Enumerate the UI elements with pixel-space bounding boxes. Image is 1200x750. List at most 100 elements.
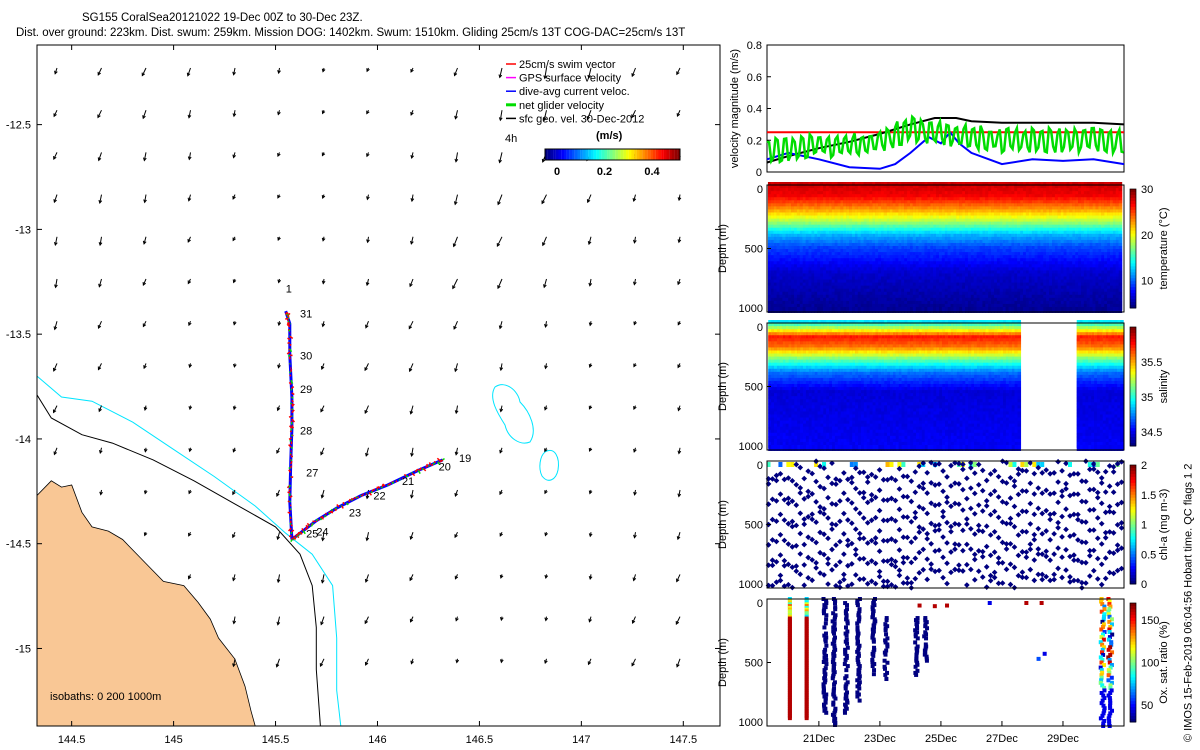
geostrophic-arrow xyxy=(54,236,58,246)
profile-point xyxy=(767,230,772,237)
profile-point xyxy=(788,258,792,265)
colorbar-cell xyxy=(553,149,556,160)
geostrophic-arrow-head xyxy=(321,194,326,199)
profile-point xyxy=(799,285,804,292)
profile-point xyxy=(779,294,784,301)
geostrophic-arrow-head xyxy=(499,449,503,454)
geostrophic-arrow xyxy=(53,152,58,160)
geostrophic-arrow-head xyxy=(53,326,58,331)
profile-point xyxy=(802,194,807,201)
profile-point xyxy=(779,215,784,222)
profile-point xyxy=(776,261,781,268)
profile-point xyxy=(785,288,789,295)
net-velocity-vector xyxy=(437,461,441,465)
colorbar-cell xyxy=(661,149,664,160)
profile-point xyxy=(805,261,810,268)
profile-point xyxy=(802,227,807,234)
swim-vector xyxy=(288,469,292,473)
profile-point xyxy=(796,264,801,271)
profile-point xyxy=(805,291,810,298)
geostrophic-arrow-head xyxy=(142,157,147,162)
profile-point xyxy=(802,206,807,213)
profile-point xyxy=(796,233,801,240)
geostrophic-arrow xyxy=(631,67,636,77)
profile-point xyxy=(788,233,792,240)
profile-point xyxy=(785,279,789,286)
geostrophic-arrow xyxy=(409,574,414,581)
map-y-tick-label: -12.5 xyxy=(6,120,31,132)
geostrophic-arrow-head xyxy=(320,621,324,626)
profile-point xyxy=(794,252,798,259)
geostrophic-arrow xyxy=(411,194,414,202)
geostrophic-arrow-head xyxy=(631,114,635,119)
profile-point xyxy=(776,294,781,301)
profile-point xyxy=(796,297,801,304)
profile-point xyxy=(785,203,789,210)
geostrophic-arrow-head xyxy=(499,617,504,622)
profile-point xyxy=(782,200,786,207)
geostrophic-arrow-head xyxy=(408,368,413,373)
net-velocity-vector xyxy=(432,462,436,465)
swim-vector xyxy=(290,386,295,390)
profile-point xyxy=(779,261,784,268)
colorbar-cell xyxy=(547,149,551,160)
profile-point xyxy=(796,200,801,207)
profile-point xyxy=(776,306,781,313)
profile-point xyxy=(776,255,781,262)
profile-point xyxy=(779,297,784,304)
profile-point xyxy=(796,252,801,259)
profile-point xyxy=(802,191,807,198)
profile-point xyxy=(773,191,778,198)
geostrophic-arrow-head xyxy=(452,243,457,248)
geostrophic-arrow-head xyxy=(544,574,549,579)
profile-point xyxy=(791,236,795,243)
profile-point xyxy=(791,233,795,240)
profile-point xyxy=(773,233,778,240)
profile-point xyxy=(785,242,789,249)
geostrophic-arrow xyxy=(453,236,458,247)
profile-point xyxy=(791,267,795,274)
temperature-data-points xyxy=(767,182,1123,313)
profile-point xyxy=(802,288,807,295)
geostrophic-arrow xyxy=(632,616,636,624)
geostrophic-arrow-head xyxy=(321,323,326,328)
net-velocity-vector xyxy=(290,428,293,431)
profile-point xyxy=(785,261,789,268)
profile-point xyxy=(802,297,807,304)
geostrophic-arrow xyxy=(633,194,636,202)
geostrophic-arrow xyxy=(320,616,325,625)
profile-point xyxy=(805,197,810,204)
geostrophic-arrow-head xyxy=(232,71,236,76)
profile-point xyxy=(773,206,778,213)
profile-point xyxy=(779,258,784,265)
geostrophic-arrow-head xyxy=(588,490,593,495)
map-x-tick-label: 146.5 xyxy=(466,734,494,746)
profile-point xyxy=(779,236,784,243)
geostrophic-arrow-head xyxy=(320,451,324,456)
profile-point xyxy=(802,215,807,222)
geostrophic-arrow-head xyxy=(497,285,501,290)
profile-point xyxy=(794,276,798,283)
geostrophic-arrow xyxy=(541,194,547,204)
profile-point xyxy=(796,230,801,237)
geostrophic-arrow-head xyxy=(633,406,637,410)
swim-vector xyxy=(301,528,304,532)
profile-point xyxy=(773,255,778,262)
profile-point xyxy=(776,270,781,277)
profile-point xyxy=(776,258,781,265)
geostrophic-arrow-head xyxy=(98,283,102,288)
profile-point xyxy=(782,246,786,253)
profile-point xyxy=(782,288,786,295)
profile-point xyxy=(776,279,781,286)
profile-point xyxy=(785,197,789,204)
profile-point xyxy=(779,252,784,259)
land-mass xyxy=(37,480,256,726)
profile-point xyxy=(782,270,786,277)
profile-point xyxy=(805,273,810,280)
net-velocity-vector xyxy=(289,348,293,353)
profile-point xyxy=(785,258,789,265)
velocity-y-tick-label: 0 xyxy=(756,167,762,179)
profile-point xyxy=(794,209,798,216)
geostrophic-arrow xyxy=(544,67,547,79)
geostrophic-arrow xyxy=(233,616,236,624)
